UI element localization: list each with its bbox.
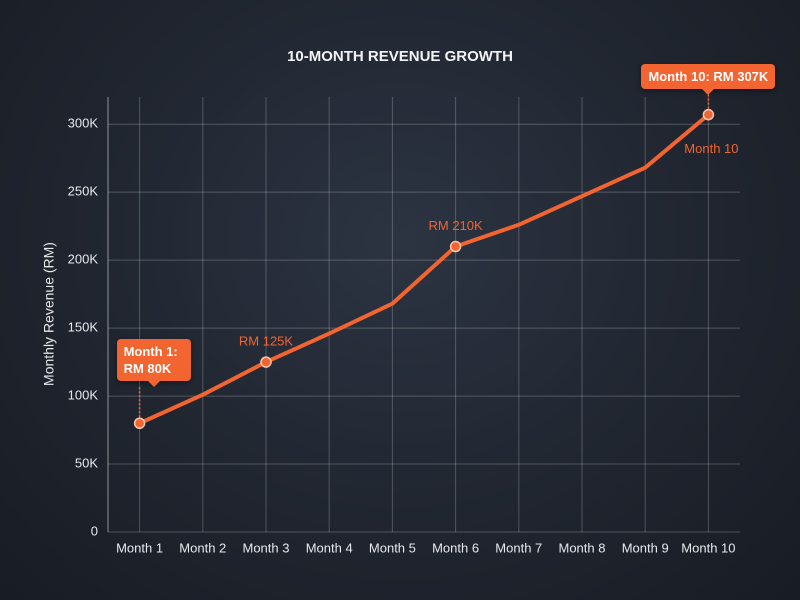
- point: [449, 240, 462, 253]
- x-tick-label: Month 8: [559, 540, 606, 555]
- x-tick-label: Month 2: [179, 540, 226, 555]
- point: [133, 417, 146, 429]
- point: [702, 108, 715, 121]
- annotation-box: Month 10: RM 307K: [641, 63, 776, 95]
- y-tick-label: 200K: [68, 252, 99, 267]
- y-axis-label: Monthly Revenue (RM): [41, 242, 57, 386]
- x-tick-label: Month 3: [243, 540, 290, 555]
- y-tick-label: 250K: [68, 184, 99, 199]
- x-tick-label: Month 5: [369, 540, 416, 555]
- x-tick-label: Month 1: [116, 540, 163, 555]
- x-tick-label: Month 6: [432, 540, 479, 555]
- line: [137, 112, 711, 426]
- end-label: Month 10: [684, 141, 738, 156]
- x-tick-label: Month 10: [681, 540, 735, 555]
- value-label: RM 210K: [428, 218, 483, 233]
- x-tick-label: Month 7: [495, 540, 542, 555]
- y-tick-label: 50K: [75, 455, 98, 470]
- y-tick-label: 0: [91, 523, 98, 538]
- value-label: RM 125K: [239, 334, 294, 349]
- y-tick-label: 300K: [68, 116, 99, 131]
- point: [260, 356, 272, 368]
- chart-title: 10-MONTH REVENUE GROWTH: [287, 48, 513, 65]
- annotation-box: Month 1: RM 80K: [116, 339, 191, 388]
- x-tick-label: Month 9: [622, 540, 669, 555]
- y-tick-label: 100K: [68, 388, 99, 403]
- y-tick-label: 150K: [68, 320, 99, 335]
- x-tick-label: Month 4: [306, 540, 353, 555]
